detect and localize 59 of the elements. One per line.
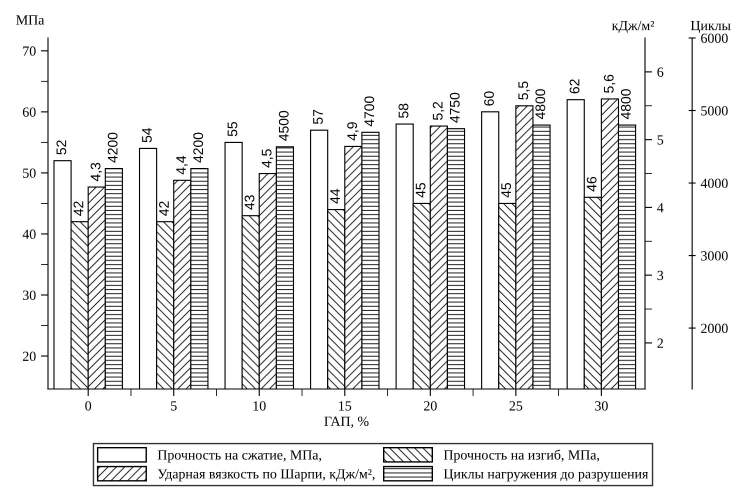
data-label: 4,3 [90,162,102,182]
y-tick-label: 60 [22,107,36,117]
y2-tick-label: 2 [657,338,663,348]
x-tick-label: 30 [595,401,608,411]
data-label: 4800 [620,89,631,120]
data-label: 4200 [108,132,118,163]
y3-tick-label: 6000 [701,34,728,43]
data-label: 62 [570,79,580,94]
data-label: 4,5 [262,149,274,168]
y3-tick-label: 4000 [700,178,728,188]
data-label: 5,2 [432,102,444,120]
y2-tick-label: 3 [657,270,664,280]
data-label: 45 [501,183,512,198]
data-label: 4800 [535,89,546,120]
data-label: 4500 [278,110,289,141]
data-label: 58 [398,104,408,118]
x-axis-title: ГАП, % [324,416,369,428]
y3-tick-label: 5000 [701,106,728,116]
x-tick-label: 25 [510,401,522,411]
y-tick-label: 20 [22,352,36,361]
data-label: 55 [228,122,238,136]
data-label: 57 [313,110,323,124]
data-label: 4,9 [347,122,359,141]
legend-label: Ударная вязкость по Шарпи, кДж/м², [158,469,374,482]
data-label: 54 [142,128,152,142]
y3-tick-label: 3000 [701,251,728,261]
data-label: 5,6 [604,74,616,93]
y-tick-label: 30 [22,290,36,300]
data-label: 4,4 [176,156,188,174]
data-label: 43 [244,195,254,210]
y3-axis-title: Циклы [690,20,731,34]
y2-tick-label: 4 [657,203,664,212]
data-label: 46 [586,176,597,192]
y2-axis-title: кДж/м² [612,20,654,34]
y-axis-title: МПа [16,15,44,25]
legend-label: Циклы нагружения до разрушения [444,469,648,482]
data-label: 4200 [193,132,204,163]
y-tick-label: 50 [23,168,36,178]
x-tick-label: 0 [85,401,92,411]
y2-tick-label: 6 [657,68,664,77]
data-label: 5,5 [518,81,530,100]
data-label: 4700 [364,96,374,126]
x-tick-label: 20 [424,401,437,411]
data-label: 42 [74,201,84,216]
x-tick-label: 10 [254,401,266,411]
y2-tick-label: 5 [658,135,664,145]
y3-tick-label: 2000 [701,324,728,334]
data-label: 42 [159,201,169,216]
legend-label: Прочность на изгиб, МПа, [444,450,600,462]
data-label: 52 [56,140,66,155]
x-tick-label: 5 [171,401,177,411]
data-label: 4750 [450,92,460,123]
y-tick-label: 40 [22,230,36,239]
data-label: 60 [484,91,494,106]
y-tick-label: 70 [23,46,36,56]
legend-label: Прочность на сжатие, МПа, [158,450,322,462]
x-tick-label: 15 [339,401,352,411]
data-label: 45 [416,183,426,198]
data-label: 44 [330,188,340,204]
